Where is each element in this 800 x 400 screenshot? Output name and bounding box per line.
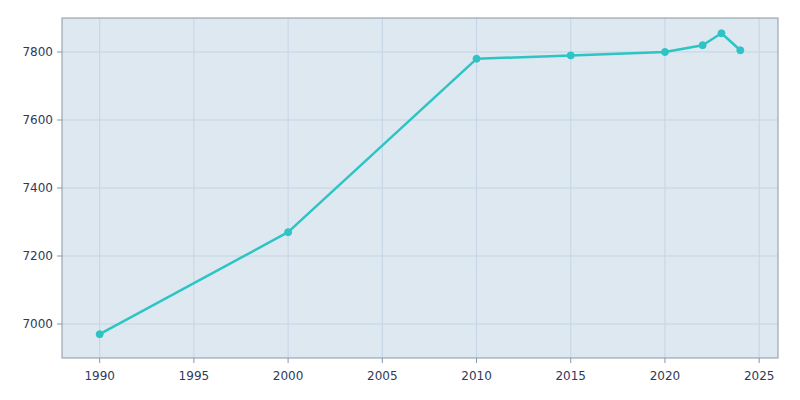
x-tick-label: 2005	[367, 369, 398, 383]
point	[567, 52, 574, 59]
axes: 1990 1995 2000 2005 2010 2015 2020 2025 7000 7200…	[22, 45, 774, 383]
x-tick-label: 1995	[179, 369, 210, 383]
x-tick	[382, 358, 383, 363]
grid	[62, 18, 778, 358]
y-tick-label: 7400	[22, 181, 53, 195]
x-tick	[193, 358, 194, 363]
y-grid-line	[62, 120, 778, 121]
y-grid-line	[62, 324, 778, 325]
point	[96, 331, 103, 338]
plot-frame	[62, 18, 778, 358]
y-tick-label: 7800	[22, 45, 53, 59]
series	[96, 30, 744, 338]
x-tick	[288, 358, 289, 363]
y-tick	[57, 188, 62, 189]
y-tick-label: 7200	[22, 249, 53, 263]
y-tick	[57, 324, 62, 325]
point	[285, 229, 292, 236]
y-tick	[57, 52, 62, 53]
x-tick-label: 2025	[744, 369, 775, 383]
x-tick	[664, 358, 665, 363]
point	[473, 55, 480, 62]
point	[718, 30, 725, 37]
x-tick	[759, 358, 760, 363]
x-tick-label: 2020	[650, 369, 681, 383]
point	[737, 47, 744, 54]
x-tick	[99, 358, 100, 363]
x-tick	[476, 358, 477, 363]
x-tick-label: 2000	[273, 369, 304, 383]
chart-svg: 1990 1995 2000 2005 2010 2015 2020 2025 7000 7200…	[0, 0, 800, 400]
chart-container: 1990 1995 2000 2005 2010 2015 2020 2025 7000 7200…	[0, 0, 800, 400]
line	[100, 33, 741, 334]
x-tick-label: 2015	[555, 369, 586, 383]
y-grid-line	[62, 256, 778, 257]
y-grid-line	[62, 188, 778, 189]
y-tick-label: 7000	[22, 317, 53, 331]
point	[699, 42, 706, 49]
y-tick	[57, 120, 62, 121]
y-tick-label: 7600	[22, 113, 53, 127]
x-tick-label: 2010	[461, 369, 492, 383]
x-tick	[570, 358, 571, 363]
x-tick-label: 1990	[84, 369, 115, 383]
y-tick	[57, 256, 62, 257]
plot-background	[62, 18, 778, 358]
point	[661, 49, 668, 56]
